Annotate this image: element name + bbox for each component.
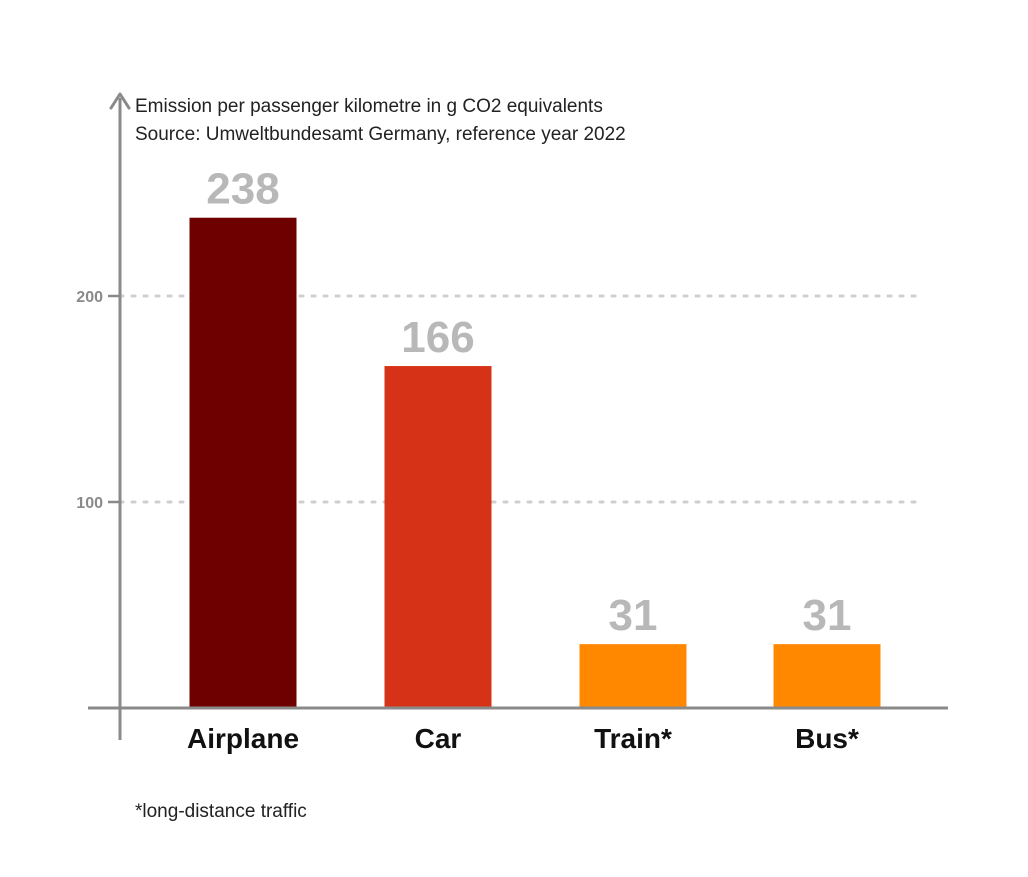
bar-car [384, 366, 492, 708]
category-label-bus: Bus* [795, 723, 859, 754]
y-tick-label-100: 100 [76, 495, 103, 512]
y-axis-arrowhead [109, 92, 131, 110]
value-label-bus: 31 [803, 591, 852, 640]
value-label-airplane: 238 [206, 165, 279, 214]
bar-train [579, 644, 687, 708]
value-label-car: 166 [401, 313, 474, 362]
bar-airplane [189, 217, 297, 708]
category-label-train: Train* [594, 723, 672, 754]
chart-title: Emission per passenger kilometre in g CO… [135, 96, 603, 117]
category-label-airplane: Airplane [187, 723, 299, 754]
footnote: *long-distance traffic [135, 801, 307, 822]
bar-bus [773, 644, 881, 708]
y-tick-label-200: 200 [76, 289, 103, 306]
value-label-train: 31 [609, 591, 658, 640]
category-label-car: Car [415, 723, 462, 754]
chart-subtitle: Source: Umweltbundesamt Germany, referen… [135, 124, 626, 145]
